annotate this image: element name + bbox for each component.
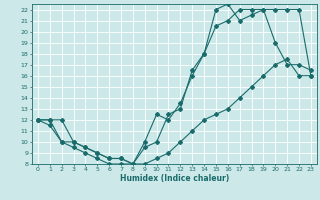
X-axis label: Humidex (Indice chaleur): Humidex (Indice chaleur) [120, 174, 229, 183]
